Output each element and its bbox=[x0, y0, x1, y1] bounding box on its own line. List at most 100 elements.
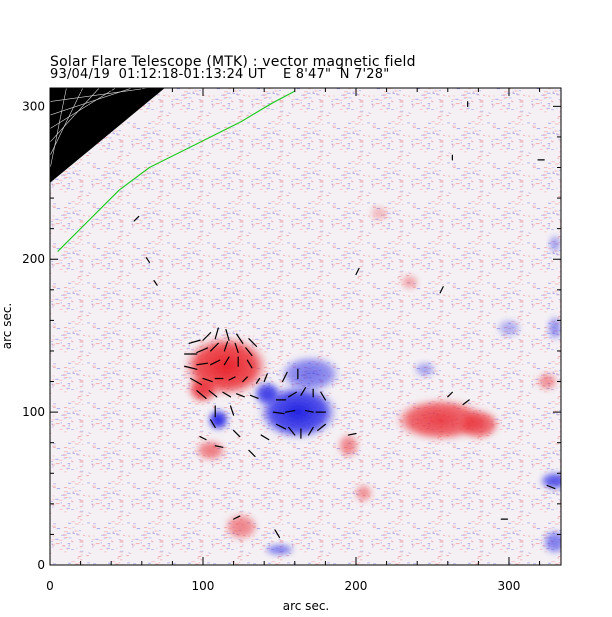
field-vector bbox=[214, 445, 224, 448]
field-vector bbox=[210, 342, 219, 352]
positive-region bbox=[400, 274, 419, 290]
field-vector bbox=[223, 356, 230, 366]
field-vector bbox=[272, 411, 285, 415]
field-vector bbox=[307, 426, 314, 436]
x-tick-label: 0 bbox=[46, 579, 54, 593]
field-vector bbox=[439, 286, 444, 294]
positive-region bbox=[354, 483, 373, 503]
negative-region bbox=[264, 543, 295, 556]
off-limb-hatch bbox=[50, 88, 116, 129]
negative-region bbox=[414, 361, 436, 377]
field-vector bbox=[210, 359, 221, 366]
field-vector bbox=[246, 359, 253, 369]
field-vector bbox=[288, 391, 297, 398]
field-vector bbox=[232, 429, 241, 438]
field-vector bbox=[153, 280, 158, 286]
positive-region bbox=[224, 513, 259, 541]
y-tick-label: 200 bbox=[22, 252, 45, 266]
field-vector bbox=[263, 373, 268, 383]
field-vector bbox=[232, 515, 241, 520]
field-vector bbox=[245, 347, 253, 357]
field-vector bbox=[236, 333, 244, 344]
field-vector bbox=[202, 377, 213, 383]
field-vector bbox=[546, 484, 556, 490]
field-vector bbox=[196, 347, 209, 354]
field-vector bbox=[255, 377, 261, 384]
field-vector bbox=[225, 328, 230, 341]
field-vector bbox=[236, 393, 245, 398]
negative-region bbox=[548, 234, 561, 254]
field-vector bbox=[222, 391, 232, 398]
field-vector bbox=[275, 423, 287, 430]
transverse-field-vectors bbox=[133, 101, 556, 539]
field-vector bbox=[248, 449, 256, 458]
y-tick-label: 100 bbox=[22, 405, 45, 419]
positive-region bbox=[195, 439, 226, 462]
field-vector bbox=[447, 391, 453, 398]
field-vector bbox=[229, 405, 235, 416]
plot-area bbox=[50, 88, 561, 565]
off-limb-hatch bbox=[50, 88, 100, 143]
negative-region bbox=[253, 381, 282, 406]
field-vector bbox=[285, 409, 296, 413]
positive-region bbox=[536, 372, 558, 391]
field-vector bbox=[288, 426, 296, 436]
y-tick-label: 300 bbox=[22, 99, 45, 113]
field-vector bbox=[223, 341, 229, 352]
positive-region bbox=[369, 205, 389, 222]
field-vector bbox=[317, 423, 326, 432]
off-limb-hatch bbox=[50, 88, 133, 116]
field-vector bbox=[184, 365, 198, 370]
field-vector bbox=[188, 339, 201, 344]
negative-region bbox=[542, 529, 561, 555]
field-vector bbox=[214, 327, 219, 340]
field-vector bbox=[242, 376, 248, 383]
field-vector bbox=[347, 432, 357, 436]
field-vector bbox=[234, 342, 239, 354]
field-vector bbox=[300, 387, 307, 396]
field-vector bbox=[202, 332, 212, 341]
field-vector bbox=[196, 362, 209, 366]
x-axis-label: arc sec. bbox=[283, 599, 329, 613]
negative-region bbox=[496, 318, 522, 338]
negative-region bbox=[279, 355, 341, 393]
field-vector bbox=[249, 394, 259, 399]
negative-region bbox=[207, 409, 230, 431]
off-limb-hatch bbox=[50, 88, 149, 102]
x-tick-label: 200 bbox=[345, 579, 368, 593]
field-vector bbox=[260, 434, 270, 441]
off-limb-hatch bbox=[50, 88, 84, 156]
off-limb-hatch bbox=[50, 88, 67, 170]
polarity-regions bbox=[183, 205, 561, 556]
field-vector bbox=[228, 376, 236, 381]
positive-region bbox=[187, 375, 219, 403]
observation-info: 93/04/19 01:12:18-01:13:24 UT E 8'47" N … bbox=[50, 67, 390, 82]
y-tick-label: 0 bbox=[37, 558, 45, 572]
solar-limb bbox=[50, 88, 296, 253]
field-vector bbox=[210, 419, 216, 429]
negative-region bbox=[539, 471, 561, 491]
axes: 0 100 200 300 0 100 200 300 bbox=[22, 88, 561, 593]
field-vector bbox=[190, 377, 203, 386]
chart-title: Solar Flare Telescope (MTK) : vector mag… bbox=[50, 54, 416, 70]
x-tick-label: 300 bbox=[498, 579, 521, 593]
x-tick-label: 100 bbox=[192, 579, 215, 593]
off-limb-area bbox=[50, 88, 165, 183]
negative-region bbox=[547, 315, 561, 341]
field-vector bbox=[462, 399, 470, 406]
positive-region bbox=[456, 409, 500, 440]
field-vector bbox=[274, 529, 281, 539]
plot-frame bbox=[49, 87, 562, 566]
field-vector bbox=[320, 391, 326, 401]
positive-region bbox=[337, 433, 360, 458]
field-vector bbox=[281, 371, 288, 383]
field-vector bbox=[248, 338, 258, 347]
limb-contour bbox=[57, 90, 296, 253]
field-vector bbox=[145, 257, 151, 263]
background-noise bbox=[50, 88, 561, 565]
field-vector bbox=[208, 390, 218, 398]
field-vector bbox=[196, 390, 207, 399]
y-axis-label: arc sec. bbox=[0, 303, 14, 349]
field-vector bbox=[355, 267, 360, 276]
